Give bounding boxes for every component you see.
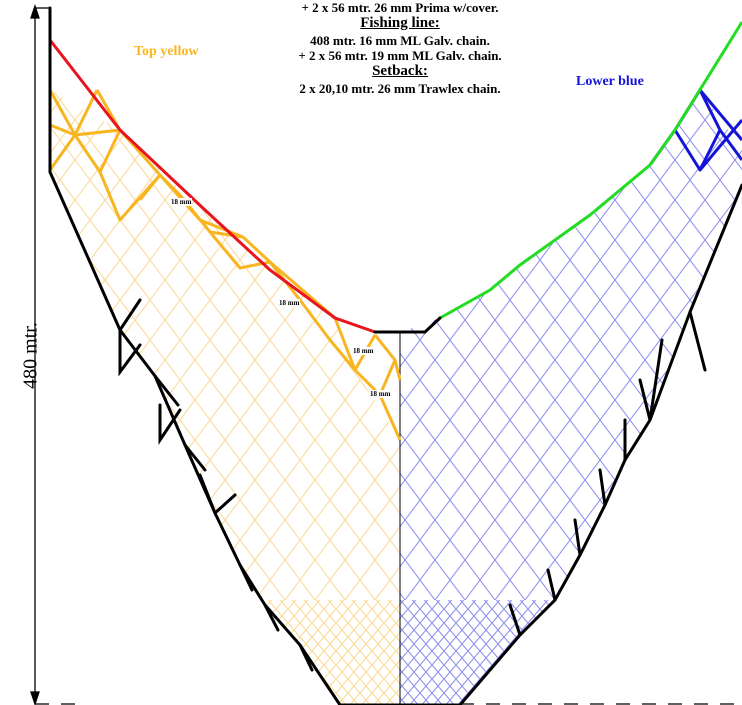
mesh-size-label: 18 mm xyxy=(369,390,392,398)
headrope-extra: + 2 x 56 mtr. 26 mm Prima w/cover. xyxy=(301,0,499,15)
setback-heading: Setback: xyxy=(372,63,428,79)
mesh-size-label: 18 mm xyxy=(170,198,193,206)
mesh-size-label: 18 mm xyxy=(352,347,375,355)
lower-panel-label: Lower blue xyxy=(576,74,644,89)
fishing-line-heading: Fishing line: xyxy=(360,15,440,31)
net-length-label: 480 mtr. xyxy=(19,322,42,389)
fishing-line-main: 408 mtr. 16 mm ML Galv. chain. xyxy=(310,33,490,48)
top-panel-label: Top yellow xyxy=(134,44,199,59)
length-dimension xyxy=(30,3,742,705)
footrope xyxy=(439,21,742,320)
setback-value: 2 x 20,10 mtr. 26 mm Trawlex chain. xyxy=(299,81,501,96)
mesh-size-label: 18 mm xyxy=(278,299,301,307)
selvedges xyxy=(48,6,742,705)
fishing-line-extra: + 2 x 56 mtr. 19 mm ML Galv. chain. xyxy=(298,48,502,63)
